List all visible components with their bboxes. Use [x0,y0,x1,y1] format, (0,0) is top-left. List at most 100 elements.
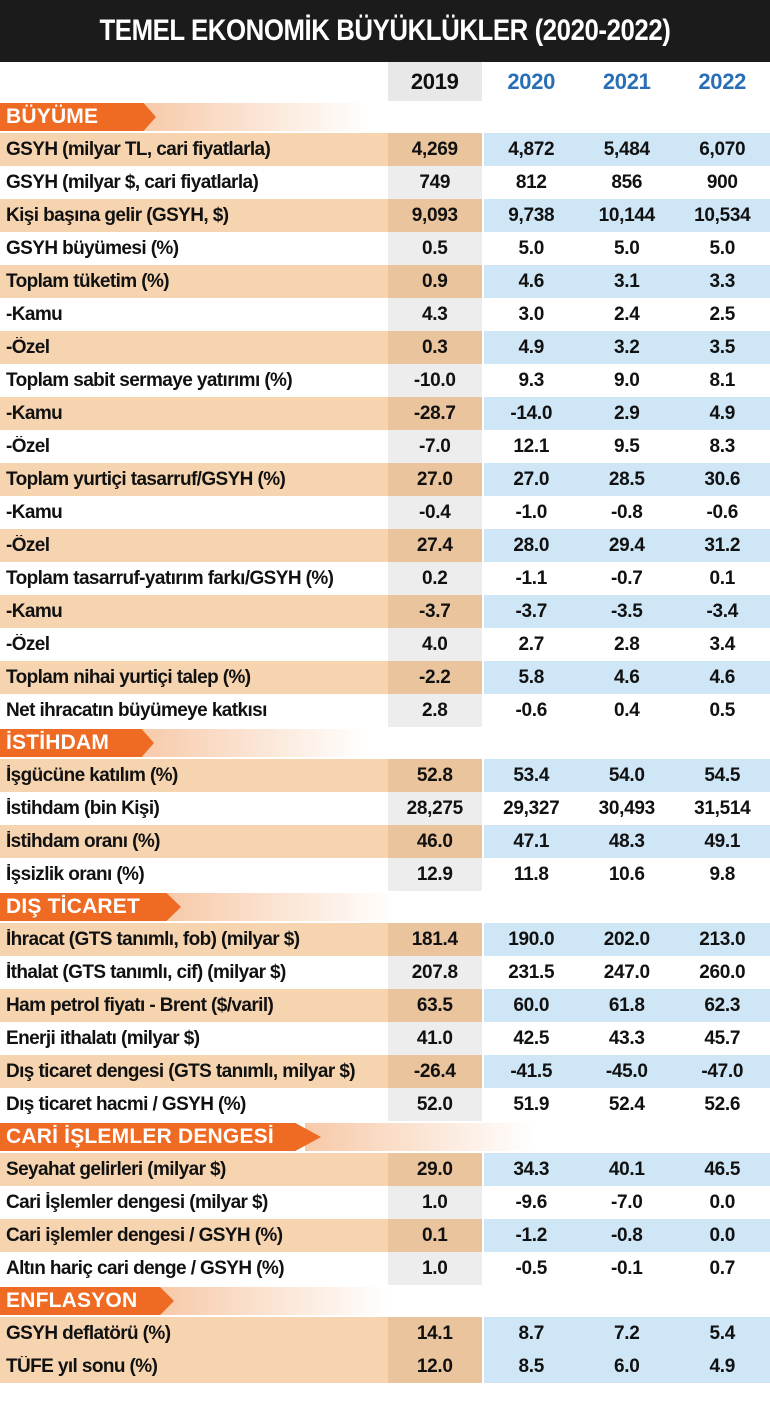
row-label: Seyahat gelirleri (milyar $) [6,1158,226,1180]
table-row: GSYH (milyar $, cari fiyatlarla) 749 812 85… [0,166,770,199]
row-label: GSYH (milyar TL, cari fiyatlarla) [6,138,271,160]
section-fade [305,1123,535,1151]
cell-2020: -1.1 [515,567,548,589]
cell-2019: -28.7 [388,397,484,430]
cell-2021: -0.8 [610,501,643,523]
cell-2022: 8.3 [709,435,735,457]
section-header-row: İSTİHDAM [0,727,770,759]
cell-2019: 0.1 [388,1219,484,1252]
cell-2022: 31,514 [694,797,751,819]
cell-2021: 3.2 [579,331,675,364]
cell-2022: 4.9 [674,397,770,430]
table-row: Seyahat gelirleri (milyar $) 29.0 34.3 40.1… [0,1153,770,1186]
row-label: Toplam tasarruf-yatırım farkı/GSYH (%) [6,567,334,589]
cell-2021: 48.3 [579,825,675,858]
cell-2021: 9.0 [613,369,640,391]
cell-2022: 0.0 [674,1219,770,1252]
row-label: İstihdam (bin Kişi) [6,797,160,819]
cell-2020: 190.0 [483,923,579,956]
row-label: Toplam sabit sermaye yatırımı (%) [6,369,293,391]
row-label: Enerji ithalatı (milyar $) [6,1027,200,1049]
row-label: TÜFE yıl sonu (%) [6,1355,158,1377]
cell-2019: 9,093 [388,199,484,232]
section-fade [165,893,395,921]
section-title: DIŞ TİCARET [0,893,181,921]
cell-2019: 63.5 [388,989,484,1022]
cell-2021: 9.5 [613,435,640,457]
cell-2020: 11.8 [513,863,549,885]
row-label: GSYH büyümesi (%) [6,237,179,259]
year-2019: 2019 [388,62,484,101]
cell-2019: 29.0 [388,1153,484,1186]
year-2021: 2021 [579,62,675,101]
table-row: İstihdam (bin Kişi) 28,275 29,327 30,493 31,… [0,792,770,825]
cell-2021: 856 [611,171,643,193]
table-row: -Kamu -0.4 -1.0 -0.8 -0.6 [0,496,770,529]
table-row: TÜFE yıl sonu (%) 12.0 8.5 6.0 4.9 [0,1350,770,1383]
row-label: İşsizlik oranı (%) [6,863,145,885]
table-row: Toplam nihai yurtiçi talep (%) -2.2 5.8 4.6… [0,661,770,694]
table-row: -Özel 0.3 4.9 3.2 3.5 [0,331,770,364]
cell-2019: 2.8 [388,694,484,727]
cell-2020: 2.7 [518,633,544,655]
table-row: Dış ticaret hacmi / GSYH (%) 52.0 51.9 52.4… [0,1088,770,1121]
table-row: Cari işlemler dengesi / GSYH (%) 0.1 -1.2-… [0,1219,770,1252]
row-label: -Kamu [6,501,63,523]
row-label: Cari işlemler dengesi / GSYH (%) [6,1224,283,1246]
table-row: İhracat (GTS tanımlı, fob) (milyar $) 181… [0,923,770,956]
cell-2022: 49.1 [674,825,770,858]
row-label: GSYH deflatörü (%) [6,1322,171,1344]
cell-2020: 9,738 [483,199,579,232]
row-label: Net ihracatın büyümeye katkısı [6,699,267,721]
cell-2022: 5.0 [709,237,735,259]
cell-2021: 28.5 [579,463,675,496]
table-row: İthalat (GTS tanımlı, cif) (milyar $) 207… [0,956,770,989]
cell-2022: 3.5 [674,331,770,364]
table-row: -Özel 4.0 2.7 2.8 3.4 [0,628,770,661]
cell-2020: 9.3 [518,369,544,391]
cell-2020: 27.0 [483,463,579,496]
cell-2019: -26.4 [388,1055,484,1088]
cell-2019: 41.0 [388,1022,484,1055]
row-label: İthalat (GTS tanımlı, cif) (milyar $) [6,961,286,983]
cell-2019: 0.3 [388,331,484,364]
economic-table: 2019 2020 2021 2022 BÜYÜME GSYH (milyar T… [0,62,770,1383]
cell-2019: 28,275 [388,792,484,825]
cell-2021: 43.3 [608,1027,645,1049]
table-row: -Özel -7.0 12.1 9.5 8.3 [0,430,770,463]
cell-2021: 2.9 [579,397,675,430]
row-label: Toplam nihai yurtiçi talep (%) [6,666,251,688]
cell-2020: 5.8 [483,661,579,694]
cell-2022: 31.2 [674,529,770,562]
section-title: İSTİHDAM [0,729,154,757]
row-label: Altın hariç cari denge / GSYH (%) [6,1257,285,1279]
section-header-row: CARİ İŞLEMLER DENGESİ [0,1121,770,1153]
row-label: Toplam yurtiçi tasarruf/GSYH (%) [6,468,286,490]
cell-2021: 5,484 [579,133,675,166]
row-label: Kişi başına gelir (GSYH, $) [6,204,229,226]
cell-2019: 0.9 [388,265,484,298]
cell-2020: 4.6 [483,265,579,298]
section-header-row: BÜYÜME [0,101,770,133]
cell-2021: -45.0 [579,1055,675,1088]
section-header-row: ENFLASYON [0,1285,770,1317]
table-row: Toplam tasarruf-yatırım farkı/GSYH (%) 0.… [0,562,770,595]
row-label: Cari İşlemler dengesi (milyar $) [6,1191,268,1213]
row-label: -Özel [6,336,50,358]
section-fade [158,1287,388,1315]
cell-2022: 9.8 [709,863,735,885]
cell-2022: 30.6 [674,463,770,496]
year-label: 2021 [602,68,651,94]
row-label: Dış ticaret hacmi / GSYH (%) [6,1093,246,1115]
cell-2021: 4.6 [579,661,675,694]
cell-2022: 2.5 [709,303,735,325]
cell-2019: 46.0 [388,825,484,858]
page-title-bar: TEMEL EKONOMİK BÜYÜKLÜKLER (2020-2022) [0,0,770,62]
cell-2020: 8.7 [483,1317,579,1350]
cell-2019: 52.8 [388,759,484,792]
cell-2022: -47.0 [674,1055,770,1088]
cell-2021: 52.4 [608,1093,645,1115]
cell-2021: 54.0 [579,759,675,792]
table-row: Toplam tüketim (%) 0.9 4.6 3.1 3.3 [0,265,770,298]
year-label: 2019 [410,68,459,94]
